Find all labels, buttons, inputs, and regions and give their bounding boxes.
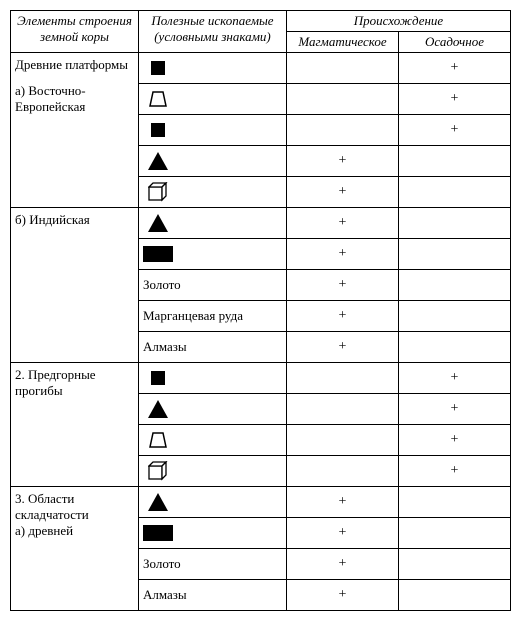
outline-cube-icon (143, 182, 173, 202)
outline-trapezoid-icon (143, 431, 173, 449)
sedimentary-cell (399, 332, 511, 363)
structure-cell: Древние платформы а) Восточно-Европейска… (11, 53, 139, 208)
sedimentary-cell: + (399, 115, 511, 146)
mineral-cell (139, 53, 287, 84)
section-subtitle: а) древней (15, 523, 134, 539)
section-title: Древние платформы (15, 57, 134, 73)
structure-cell: б) Индийская (11, 208, 139, 363)
mineral-label: Алмазы (143, 587, 187, 603)
magmatic-cell (287, 84, 399, 115)
sedimentary-cell (399, 146, 511, 177)
magmatic-cell: + (287, 208, 399, 239)
filled-rect-icon (143, 523, 173, 543)
magmatic-cell (287, 115, 399, 146)
filled-square-icon (143, 59, 173, 77)
mineral-cell (139, 239, 287, 270)
magmatic-cell: + (287, 301, 399, 332)
magmatic-cell (287, 456, 399, 487)
header-minerals: Полезные ископаемые (условными знаками) (139, 11, 287, 53)
filled-triangle-icon (143, 151, 173, 171)
sedimentary-cell (399, 549, 511, 580)
mineral-cell (139, 363, 287, 394)
magmatic-cell: + (287, 487, 399, 518)
sedimentary-cell (399, 239, 511, 270)
structure-cell: 3. Области складчатости а) древней (11, 487, 139, 611)
magmatic-cell: + (287, 518, 399, 549)
mineral-cell: Алмазы (139, 332, 287, 363)
table-row: б) Индийская + (11, 208, 511, 239)
structure-cell: 2. Предгорные прогибы (11, 363, 139, 487)
mineral-label: Золото (143, 556, 181, 572)
mineral-cell (139, 394, 287, 425)
filled-triangle-icon (143, 399, 173, 419)
mineral-cell (139, 115, 287, 146)
sedimentary-cell: + (399, 425, 511, 456)
mineral-cell (139, 177, 287, 208)
filled-rect-icon (143, 244, 173, 264)
sedimentary-cell (399, 177, 511, 208)
magmatic-cell (287, 425, 399, 456)
sedimentary-cell (399, 487, 511, 518)
section-title: 2. Предгорные прогибы (15, 367, 134, 399)
geology-table: Элементы строения земной коры Полезные и… (10, 10, 511, 611)
filled-triangle-icon (143, 492, 173, 512)
mineral-cell: Золото (139, 549, 287, 580)
mineral-cell (139, 146, 287, 177)
magmatic-cell (287, 363, 399, 394)
sedimentary-cell (399, 208, 511, 239)
mineral-label: Золото (143, 277, 181, 293)
header-sedimentary: Осадочное (399, 32, 511, 53)
sedimentary-cell: + (399, 456, 511, 487)
section-title: б) Индийская (15, 212, 134, 228)
mineral-cell: Алмазы (139, 580, 287, 611)
table-row: 3. Области складчатости а) древней + (11, 487, 511, 518)
mineral-label: Марганцевая руда (143, 308, 243, 324)
mineral-cell: Марганцевая руда (139, 301, 287, 332)
outline-cube-icon (143, 461, 173, 481)
mineral-cell (139, 518, 287, 549)
mineral-cell (139, 208, 287, 239)
table-row: Древние платформы а) Восточно-Европейска… (11, 53, 511, 84)
mineral-cell (139, 487, 287, 518)
mineral-cell (139, 84, 287, 115)
sedimentary-cell: + (399, 394, 511, 425)
filled-triangle-icon (143, 213, 173, 233)
magmatic-cell: + (287, 270, 399, 301)
mineral-cell: Золото (139, 270, 287, 301)
magmatic-cell: + (287, 332, 399, 363)
sedimentary-cell: + (399, 363, 511, 394)
magmatic-cell (287, 53, 399, 84)
header-row-1: Элементы строения земной коры Полезные и… (11, 11, 511, 32)
section-title: 3. Области складчатости (15, 491, 134, 523)
magmatic-cell: + (287, 146, 399, 177)
sedimentary-cell (399, 301, 511, 332)
outline-trapezoid-icon (143, 90, 173, 108)
mineral-label: Алмазы (143, 339, 187, 355)
header-magmatic: Магматическое (287, 32, 399, 53)
magmatic-cell (287, 394, 399, 425)
magmatic-cell: + (287, 549, 399, 580)
magmatic-cell: + (287, 580, 399, 611)
sedimentary-cell (399, 270, 511, 301)
header-structure: Элементы строения земной коры (11, 11, 139, 53)
sedimentary-cell (399, 518, 511, 549)
magmatic-cell: + (287, 239, 399, 270)
mineral-cell (139, 425, 287, 456)
filled-square-icon (143, 121, 173, 139)
section-subtitle: а) Восточно-Европейская (15, 83, 134, 115)
sedimentary-cell (399, 580, 511, 611)
filled-square-icon (143, 369, 173, 387)
table-row: 2. Предгорные прогибы + (11, 363, 511, 394)
magmatic-cell: + (287, 177, 399, 208)
mineral-cell (139, 456, 287, 487)
sedimentary-cell: + (399, 84, 511, 115)
header-origin: Происхождение (287, 11, 511, 32)
sedimentary-cell: + (399, 53, 511, 84)
